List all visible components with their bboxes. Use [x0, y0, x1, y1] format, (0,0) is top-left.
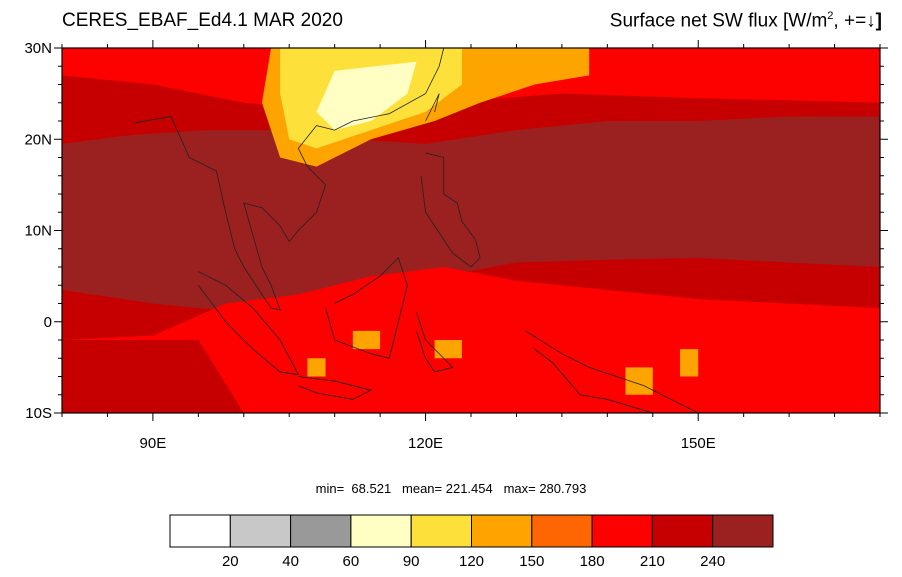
patch-orange-0: [352, 330, 381, 350]
coastline-3: [325, 257, 408, 359]
xtick-label: 120E: [408, 435, 443, 452]
colorbar-swatch: [651, 514, 714, 548]
tick-marks: [54, 40, 888, 421]
colorbar-swatch: [712, 514, 774, 548]
coastline-0: [134, 47, 445, 311]
colorbar-swatch: [471, 514, 533, 548]
colorbar-swatch: [169, 514, 231, 548]
coastline-5: [420, 152, 481, 268]
field-cells: [62, 48, 880, 413]
colorbar: [169, 514, 774, 548]
region-southwest-ocean: [62, 340, 244, 413]
colorbar-level-label: 240: [700, 553, 726, 570]
colorbar-swatch: [229, 514, 292, 548]
coastline-6: [525, 330, 699, 414]
map-title: CERES_EBAF_Ed4.1 MAR 2020: [62, 10, 343, 31]
xtick-label: 90E: [140, 435, 167, 452]
colorbar-swatch: [531, 514, 593, 548]
colorbar-level-label: 60: [342, 553, 360, 570]
coastline-7: [425, 93, 440, 122]
colorbar-level-label: 180: [579, 553, 605, 570]
colorbar-level-label: 20: [221, 553, 239, 570]
flux-map: 30N 20N 10N 0 10S 90E 120E 150E: [24, 40, 888, 452]
patch-orange-4: [307, 358, 326, 377]
region-maritime-continent: [62, 267, 880, 413]
region-tropical-max: [62, 116, 880, 313]
coastline-4: [416, 312, 454, 373]
ytick-label: 10S: [25, 405, 52, 422]
colorbar-swatch: [410, 514, 472, 548]
colorbar-level-label: 40: [282, 553, 299, 570]
patch-orange-1: [434, 340, 462, 359]
xtick-label: 150E: [681, 435, 716, 452]
colorbar-level-label: 120: [458, 553, 485, 570]
ytick-label: 10N: [24, 223, 52, 240]
patch-orange-3: [680, 349, 699, 377]
colorbar-level-label: 150: [519, 553, 545, 570]
ytick-label: 20N: [24, 131, 52, 148]
colorbar-level-label: 210: [639, 553, 665, 570]
coastline-1: [198, 271, 300, 376]
coastline-2: [298, 376, 373, 400]
colorbar-level-label: 90: [402, 553, 420, 570]
ytick-label: 0: [44, 314, 52, 331]
coastlines: [134, 47, 699, 414]
colorbar-swatch: [350, 514, 412, 548]
region-south-china-min: [316, 61, 417, 131]
colorbar-swatch: [591, 514, 653, 548]
stats-line: min= 68.521 mean= 221.454 max= 280.793: [315, 481, 587, 496]
colorbar-swatch: [290, 514, 352, 548]
ytick-label: 30N: [24, 40, 52, 57]
variable-title: Surface net SW flux [W/m2, +=↓]: [609, 10, 882, 32]
